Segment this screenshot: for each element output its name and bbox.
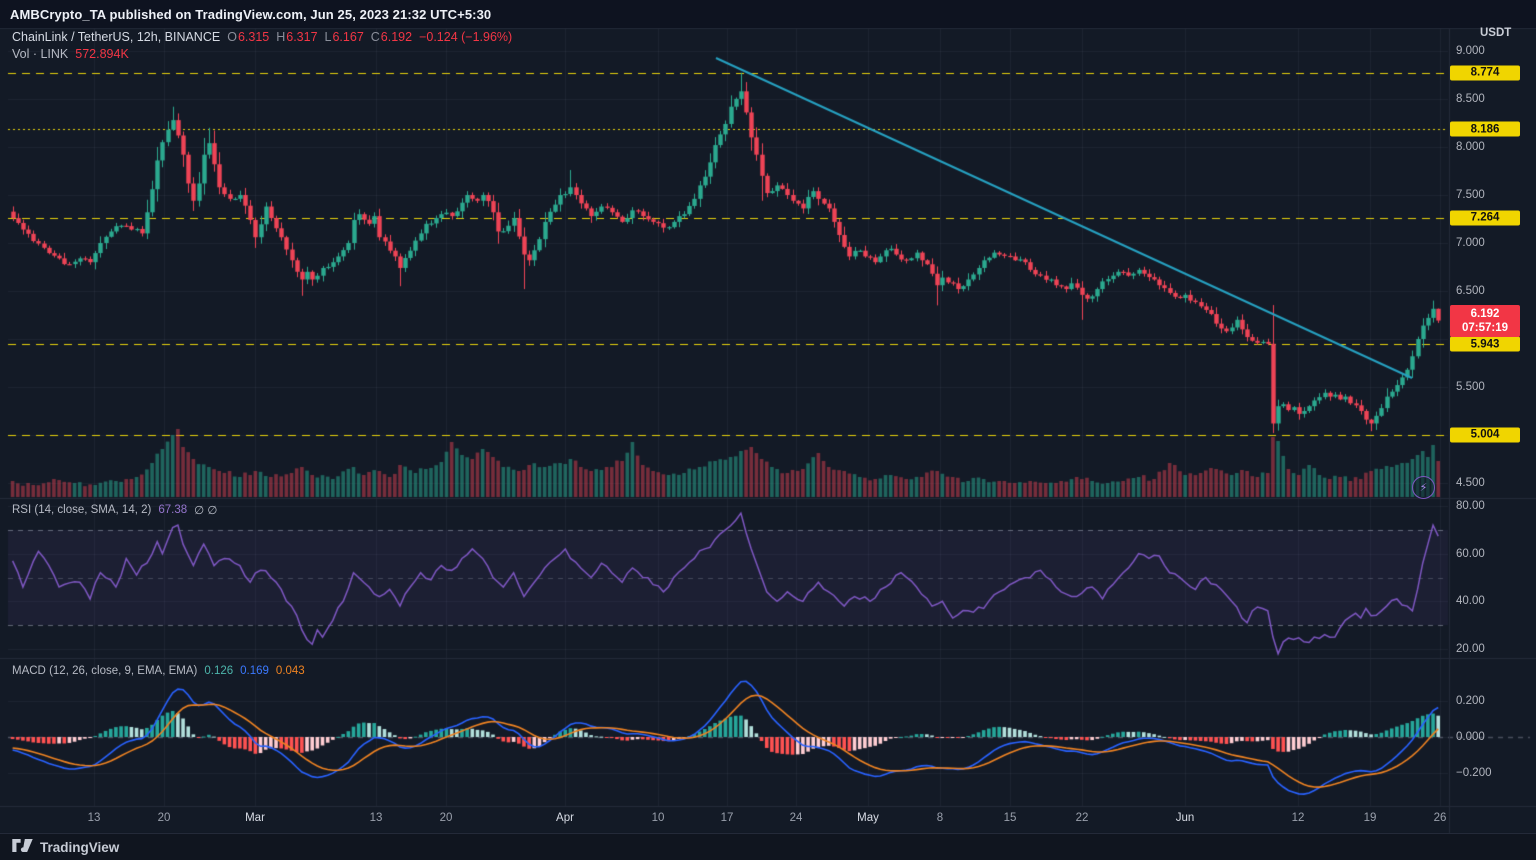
time-tick-15: 15 — [1003, 812, 1017, 824]
volume-value: 572.894K — [75, 47, 129, 61]
time-tick-13: 13 — [87, 812, 101, 824]
time-tick-13: 13 — [369, 812, 383, 824]
lightning-boost-icon[interactable]: ⚡ — [1412, 476, 1435, 499]
key-level-label-8.774: 8.774 — [1450, 65, 1520, 81]
key-level-label-7.264: 7.264 — [1450, 210, 1520, 226]
last-price-value: 6.192 — [1470, 307, 1500, 320]
volume-legend-row[interactable]: Vol · LINK 572.894K — [12, 47, 129, 61]
price-tick-8.500: 8.500 — [1456, 93, 1485, 105]
time-tick-22: 22 — [1075, 812, 1089, 824]
time-tick-20: 20 — [439, 812, 453, 824]
price-tick-6.500: 6.500 — [1456, 285, 1485, 297]
time-tick-12: 12 — [1291, 812, 1305, 824]
macd-signal-value: 0.043 — [275, 665, 305, 677]
time-tick-8: 8 — [936, 812, 944, 824]
time-tick-26: 26 — [1433, 812, 1447, 824]
macd-tick-0.2: 0.200 — [1456, 695, 1485, 707]
tradingview-logo-icon — [12, 838, 33, 857]
rsi-value: 67.38 — [158, 504, 188, 516]
price-tick-7.000: 7.000 — [1456, 237, 1485, 249]
price-tick-5.500: 5.500 — [1456, 381, 1485, 393]
macd-tick--0.2: −0.200 — [1456, 767, 1492, 779]
macd-legend-row[interactable]: MACD (12, 26, close, 9, EMA, EMA) 0.126 … — [12, 665, 305, 677]
ohlc-low: L 6.167 — [324, 30, 364, 44]
time-tick-20: 20 — [157, 812, 171, 824]
volume-label: Vol · LINK — [12, 47, 69, 61]
price-tick-8.000: 8.000 — [1456, 141, 1485, 153]
time-tick-24: 24 — [789, 812, 803, 824]
time-tick-17: 17 — [720, 812, 734, 824]
price-tick-7.500: 7.500 — [1456, 189, 1485, 201]
time-tick-10: 10 — [651, 812, 665, 824]
macd-title: MACD (12, 26, close, 9, EMA, EMA) — [12, 665, 198, 677]
publish-title: AMBCrypto_TA published on TradingView.co… — [10, 6, 492, 22]
price-change: −0.124 (−1.96%) — [419, 30, 513, 44]
rsi-title: RSI (14, close, SMA, 14, 2) — [12, 504, 152, 516]
price-tick-9.000: 9.000 — [1456, 45, 1485, 57]
time-tick-19: 19 — [1363, 812, 1377, 824]
rsi-empty-values: ∅ ∅ — [194, 505, 218, 517]
price-axis-currency: USDT — [1480, 27, 1512, 39]
rsi-tick-40: 40.00 — [1456, 595, 1485, 608]
ohlc-high: H 6.317 — [276, 30, 318, 44]
footer-bar: TradingView — [0, 833, 1536, 860]
time-tick-Mar: Mar — [245, 812, 265, 824]
key-level-label-5.943: 5.943 — [1450, 336, 1520, 352]
macd-tick-0: 0.000 — [1456, 731, 1485, 743]
symbol-title: ChainLink / TetherUS, 12h, BINANCE — [12, 30, 221, 44]
price-tick-4.500: 4.500 — [1456, 477, 1485, 489]
rsi-tick-60: 60.00 — [1456, 547, 1485, 560]
rsi-tick-80: 80.00 — [1456, 500, 1485, 512]
countdown-timer: 07:57:19 — [1461, 321, 1509, 334]
time-tick-May: May — [857, 812, 879, 824]
rsi-tick-20: 20.00 — [1456, 643, 1485, 655]
macd-line-value: 0.169 — [240, 665, 269, 677]
time-tick-Jun: Jun — [1175, 812, 1195, 824]
key-level-label-5.004: 5.004 — [1450, 427, 1520, 443]
last-price-label: 6.192 07:57:19 — [1450, 304, 1520, 337]
time-tick-Apr: Apr — [556, 812, 574, 824]
symbol-legend-row[interactable]: ChainLink / TetherUS, 12h, BINANCE O 6.31… — [12, 30, 512, 44]
tradingview-logo[interactable]: TradingView — [12, 838, 120, 857]
macd-hist-value: 0.126 — [204, 665, 234, 677]
ohlc-close: C 6.192 — [370, 30, 413, 44]
ohlc-open: O 6.315 — [227, 30, 270, 44]
rsi-legend-row[interactable]: RSI (14, close, SMA, 14, 2) 67.38 ∅ ∅ — [12, 503, 217, 517]
publish-header: AMBCrypto_TA published on TradingView.co… — [0, 0, 1536, 28]
tradingview-brand-text: TradingView — [40, 840, 120, 855]
key-level-label-8.186: 8.186 — [1450, 121, 1520, 137]
